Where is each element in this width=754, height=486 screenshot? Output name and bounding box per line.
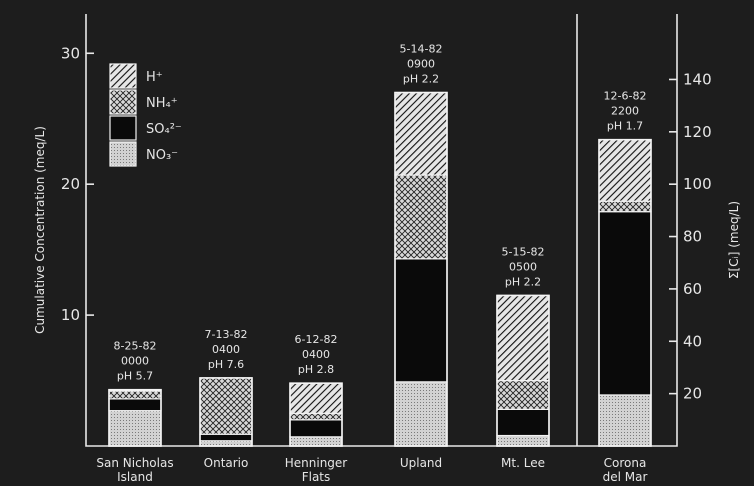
bar-annotation-line: 0400 — [212, 343, 240, 356]
bar-annotation-line: pH 5.7 — [117, 370, 153, 383]
bar-annotation-line: 2200 — [611, 105, 639, 118]
y-tick-label: 10 — [61, 306, 80, 324]
bar-segment-so4 — [496, 408, 550, 437]
bar-annotations: 8-25-82 0000 pH 5.7 7-13-82 0400 pH 7.6 6-12-8… — [114, 43, 647, 383]
y2-tick-label: 60 — [683, 280, 702, 298]
legend-swatch-h — [109, 63, 137, 89]
bar-segment-h — [289, 382, 343, 414]
y2-axis-title: Σ[Cᵢ] (meq/L) — [727, 201, 741, 279]
bar-segment-h — [394, 91, 448, 176]
bar-annotation-line: 5-14-82 — [400, 43, 443, 56]
y2-tick-label: 80 — [683, 228, 702, 246]
y-tick-label: 20 — [61, 175, 80, 193]
bar-segment-nh4 — [598, 200, 652, 213]
bar-stack-outline — [598, 138, 652, 447]
y2-tick-label: 120 — [683, 123, 712, 141]
bar-stack-outline — [394, 91, 448, 447]
y2-tick-label: 100 — [683, 175, 712, 193]
bar-segment-so4 — [394, 258, 448, 383]
y2-tick-label: 140 — [683, 70, 712, 88]
bar-annotation-line: 0000 — [121, 355, 149, 368]
bar-segment-nh4 — [108, 390, 162, 400]
bar-annotation-line: pH 2.2 — [505, 275, 541, 288]
bar-stack-outline — [496, 294, 550, 447]
legend: H⁺ NH₄⁺ SO₄²⁻ NO₃⁻ — [109, 63, 182, 167]
bar-annotation-line: 6-12-82 — [295, 333, 338, 346]
category-label: Henninger — [285, 456, 348, 470]
bar-segment-no3 — [496, 434, 550, 447]
bar-segment-so4 — [108, 398, 162, 412]
y-axis-title: Cumulative Concentration (meq/L) — [33, 126, 47, 334]
plot-frame — [85, 14, 678, 447]
y2-tick-label: 40 — [683, 332, 702, 350]
bar-annotation-line: pH 2.2 — [403, 73, 439, 86]
category-label: del Mar — [603, 470, 648, 484]
bar-segment-nh4 — [289, 412, 343, 421]
bar-annotation-line: pH 1.7 — [607, 120, 643, 133]
bar-segment-no3 — [289, 436, 343, 447]
bar-annotation-line: 5-15-82 — [502, 245, 545, 258]
legend-label-nh4: NH₄⁺ — [146, 96, 178, 111]
bar-segment-h — [496, 294, 550, 382]
bar-segment-nh4 — [199, 377, 253, 435]
legend-label-no3: NO₃⁻ — [146, 148, 178, 163]
bar-stack-outline — [199, 377, 253, 447]
bar-annotation-line: 8-25-82 — [114, 340, 157, 353]
bar-segment-no3 — [598, 394, 652, 447]
category-label: Flats — [302, 470, 331, 484]
category-label: Ontario — [204, 456, 249, 470]
category-label: Corona — [604, 456, 647, 470]
legend-label-h: H⁺ — [146, 70, 163, 85]
y-tick-label: 30 — [61, 44, 80, 62]
y-axis-ticks: 10 20 30 — [61, 44, 94, 324]
bar-stacks — [108, 91, 652, 447]
bar-segment-so4 — [199, 433, 253, 442]
y2-axis-ticks: 20 40 60 80 100 120 140 — [669, 70, 712, 403]
bar-annotation-line: 7-13-82 — [205, 328, 248, 341]
bar-annotation-line: 0500 — [509, 260, 537, 273]
category-label: Upland — [400, 456, 442, 470]
bar-annotation-line: 0400 — [302, 348, 330, 361]
bar-stack-outline — [108, 388, 162, 447]
bar-annotation-line: pH 2.8 — [298, 363, 334, 376]
bar-annotation-line: pH 7.6 — [208, 358, 244, 371]
bar-segment-so4 — [289, 419, 343, 438]
legend-swatch-so4 — [109, 115, 137, 141]
category-label: Mt. Lee — [501, 456, 545, 470]
bar-segment-h — [598, 139, 652, 202]
legend-swatch-no3 — [109, 141, 137, 167]
bar-annotation-line: 12-6-82 — [604, 90, 647, 103]
bar-segment-no3 — [394, 381, 448, 447]
bar-segment-nh4 — [496, 379, 550, 410]
bar-segment-no3 — [108, 410, 162, 447]
category-label: Island — [117, 470, 153, 484]
legend-label-so4: SO₄²⁻ — [146, 122, 182, 137]
y2-tick-label: 20 — [683, 385, 702, 403]
bar-annotation-line: 0900 — [407, 58, 435, 71]
category-label: San Nicholas — [96, 456, 173, 470]
legend-swatch-nh4 — [109, 89, 137, 115]
bar-segment-so4 — [598, 211, 652, 396]
bar-segment-nh4 — [394, 174, 448, 260]
bar-stack-outline — [289, 382, 343, 447]
